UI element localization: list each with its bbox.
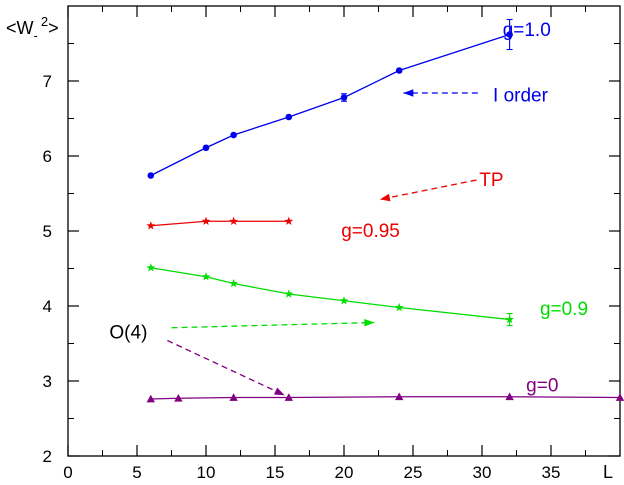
data-point [201,216,211,225]
series-line [150,220,289,227]
data-point [174,394,183,402]
y-tick-label: 6 [43,147,52,166]
y-tick-label: 2 [43,447,52,466]
data-point [615,393,624,401]
annotation-label: I order [493,85,549,106]
data-point [505,392,514,401]
i-order-arrow [403,89,478,97]
o4-purple-arrow [167,339,285,396]
x-tick-label: 15 [266,463,285,482]
annotation-label: g=0.9 [540,299,588,320]
data-point [146,263,156,272]
arrow-shaft [379,179,477,201]
x-tick-label: 10 [197,463,216,482]
x-tick-label: 35 [542,463,561,482]
y-tick-label: 7 [43,72,52,91]
data-point [229,216,238,225]
data-point [339,296,349,305]
annotation-label: TP [479,170,503,191]
series-line [150,396,621,400]
data-point [285,113,293,121]
data-point [395,67,403,74]
x-tick-label: 25 [404,463,423,482]
data-point [284,393,293,401]
data-point [230,131,237,139]
annotations: g=1.0 I order TP g=0.95 g=0.9 g=0 O(4) [109,20,588,397]
y-tick-label: 3 [43,372,52,391]
data-point [229,393,238,401]
annotation-label: g=1.0 [503,20,551,41]
arrow-head [273,387,285,396]
x-axis-label: L [603,462,613,482]
data-point [506,31,513,38]
arrow-head [364,318,375,327]
arrow-shaft [167,339,285,396]
data-point [284,289,294,298]
arrow-shaft [171,321,375,329]
arrow-head [379,193,391,202]
series-g-0-9 [146,263,514,327]
data-point [505,314,514,324]
x-tick-label: 20 [335,463,354,482]
x-tick-label: 5 [132,463,141,482]
data-point [147,172,155,179]
series-g-0-95 [146,216,294,230]
series-g-1-0 [147,18,513,179]
series-line [150,33,510,177]
y-tick-label: 4 [43,297,52,316]
data-point [201,272,211,281]
data-point [395,392,404,401]
arrows [167,89,478,396]
annotation-label: O(4) [109,322,147,343]
axes: 0 5 10 15 20 25 30 35 2 3 4 5 6 7 [43,5,621,482]
annotation-label: g=0.95 [341,221,400,242]
data-point [229,278,238,288]
data-point [146,221,156,230]
data-point [340,94,348,101]
data-point [394,302,404,312]
arrow-head [403,89,414,97]
data-point [146,394,155,403]
data-point [202,144,210,152]
x-tick-label: 30 [473,463,492,482]
x-tick-label: 0 [63,463,72,482]
series-g-0 [146,392,624,403]
y-tick-label: 5 [43,222,52,241]
annotation-label: g=0 [526,376,558,397]
series-group [146,18,624,403]
y-axis-label: <W-2> [6,14,59,43]
data-point [284,216,294,225]
o4-green-arrow [171,318,375,329]
tp-arrow [379,179,477,202]
